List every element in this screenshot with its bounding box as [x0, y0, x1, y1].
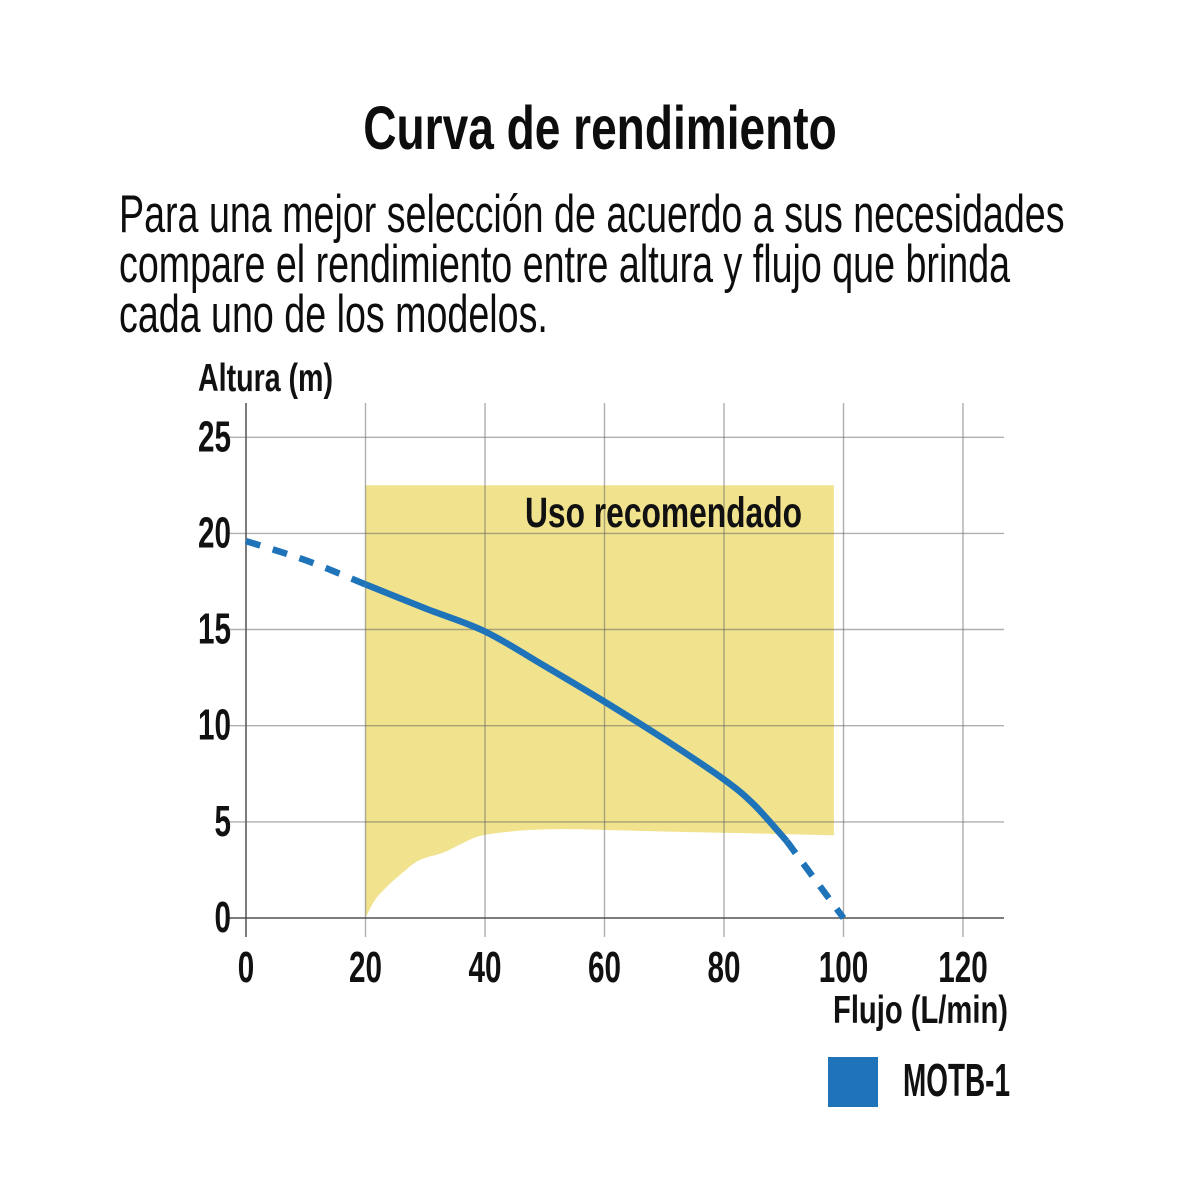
- y-tick-labels: 0 5 10 15 20 25: [198, 412, 231, 942]
- page-title: Curva de rendimiento: [363, 94, 837, 162]
- curve-dashed-left: [245, 538, 367, 588]
- chart-grid: [227, 403, 1004, 937]
- y-tick-25: 25: [198, 412, 231, 461]
- x-tick-80: 80: [708, 943, 741, 992]
- x-axis-title: Flujo (L/min): [833, 989, 1008, 1032]
- region-label: Uso recomendado: [525, 489, 802, 537]
- curve-dashed-right: [784, 839, 847, 920]
- x-tick-0: 0: [238, 943, 255, 992]
- intro-paragraph: Para una mejor selección de acuerdo a su…: [119, 185, 1065, 344]
- intro-line-2: compare el rendimiento entre altura y fl…: [119, 235, 1011, 294]
- y-tick-10: 10: [198, 701, 231, 750]
- y-tick-15: 15: [198, 605, 231, 654]
- y-axis-title: Altura (m): [198, 357, 333, 400]
- legend-swatch: [828, 1057, 878, 1107]
- y-tick-5: 5: [215, 797, 232, 846]
- x-tick-60: 60: [588, 943, 621, 992]
- curve-solid: [364, 581, 790, 844]
- intro-line-3: cada uno de los modelos.: [119, 285, 548, 344]
- y-tick-20: 20: [198, 508, 231, 557]
- x-tick-40: 40: [469, 943, 502, 992]
- y-tick-0: 0: [215, 893, 232, 942]
- x-tick-20: 20: [349, 943, 382, 992]
- x-tick-100: 100: [819, 943, 869, 992]
- x-tick-labels: 0 20 40 60 80 100 120: [238, 943, 988, 992]
- legend-label: MOTB-1: [903, 1054, 1010, 1106]
- x-tick-120: 120: [938, 943, 988, 992]
- intro-line-1: Para una mejor selección de acuerdo a su…: [119, 185, 1065, 244]
- pump-curve: [245, 538, 847, 920]
